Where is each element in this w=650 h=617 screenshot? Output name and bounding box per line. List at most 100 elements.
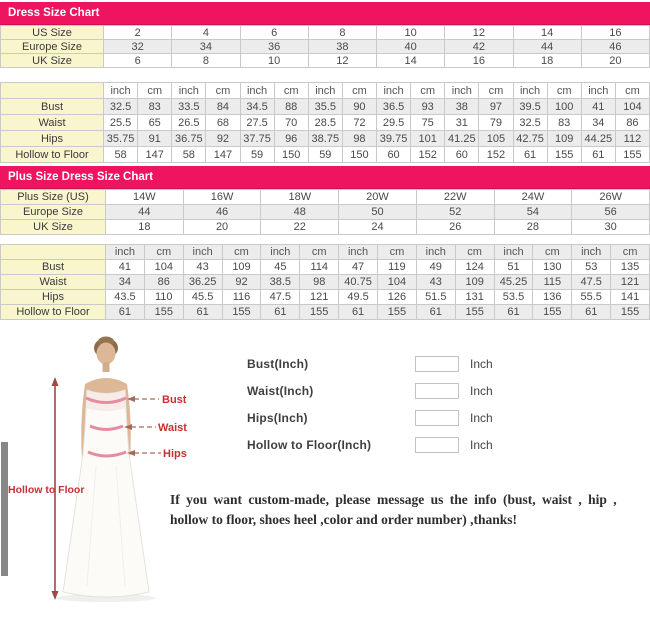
measure-cell: 32.5 — [513, 115, 548, 131]
measure-cell: 92 — [222, 275, 262, 290]
arrow-down-icon — [51, 591, 59, 600]
measure-cell: 27.5 — [240, 115, 275, 131]
measure-cell: 58 — [104, 147, 139, 163]
measure-cell: 155 — [455, 305, 495, 320]
measure-cell: 75 — [411, 115, 446, 131]
measure-cell: 58 — [172, 147, 207, 163]
measure-cell: 39.75 — [377, 131, 412, 147]
row-label: Hollow to Floor — [1, 147, 104, 163]
size-cell: 56 — [572, 205, 650, 220]
measure-cell: 91 — [138, 131, 173, 147]
bust-leader-arrow — [127, 396, 135, 402]
size-cell: 16 — [445, 54, 514, 68]
measure-cell: 105 — [479, 131, 514, 147]
size-cell: 14W — [106, 190, 184, 205]
form-label-hollow-to-floor-inch: Hollow to Floor(Inch) — [247, 438, 372, 452]
size-cell: 10 — [240, 54, 309, 68]
unit-header-cell: cm — [547, 83, 582, 99]
unit-header-cell: inch — [416, 245, 456, 260]
hollow-to-floor-inch-input[interactable] — [415, 437, 459, 453]
measure-cell: 70 — [274, 115, 309, 131]
unit-header-cell: cm — [533, 245, 573, 260]
size-cell: 28 — [494, 220, 573, 235]
measure-cell: 101 — [411, 131, 446, 147]
chart2-title: Plus Size Dress Size Chart — [8, 171, 154, 183]
measure-cell: 60 — [445, 147, 480, 163]
face — [96, 342, 116, 365]
form-label-bust-inch: Bust(Inch) — [247, 357, 309, 371]
measure-cell: 150 — [342, 147, 377, 163]
bust-measure-label: Bust — [162, 394, 187, 406]
measure-cell: 121 — [300, 290, 340, 305]
measure-cell: 38 — [445, 99, 480, 115]
measure-cell: 45.5 — [183, 290, 223, 305]
form-label-waist-inch: Waist(Inch) — [247, 384, 314, 398]
measure-cell: 53 — [572, 260, 612, 275]
size-cell: 8 — [308, 26, 377, 40]
size-cell: 24 — [339, 220, 417, 235]
measure-cell: 47.5 — [572, 275, 612, 290]
size-cell: 40 — [377, 40, 446, 54]
measure-cell: 131 — [455, 290, 495, 305]
unit-header-cell: cm — [222, 245, 262, 260]
measure-cell: 33.5 — [172, 99, 207, 115]
measure-cell: 104 — [615, 99, 650, 115]
unit-header-cell: cm — [138, 83, 173, 99]
hollow-to-floor-label: Hollow to Floor — [8, 484, 84, 496]
unit-header-cell: cm — [615, 83, 650, 99]
plus-size-measurements-table: inch cm inch cm inch cm inch cm inch cm inch cm inch… — [0, 244, 650, 320]
measure-cell: 25.5 — [104, 115, 139, 131]
skirt-folds — [86, 465, 126, 587]
bust-ribbon — [85, 396, 127, 404]
unit-header-cell: inch — [445, 83, 480, 99]
measure-cell: 155 — [300, 305, 340, 320]
measure-cell: 51 — [494, 260, 534, 275]
size-cell: 8 — [172, 54, 241, 68]
size-cell: 4 — [172, 26, 241, 40]
measure-cell: 119 — [378, 260, 417, 275]
size-cell: 20 — [183, 220, 262, 235]
chart1-title: Dress Size Chart — [8, 7, 100, 19]
dress-size-measurements-table: inch cm inch cm inch cm inch cm inch cm inch cm inch… — [0, 82, 650, 163]
form-row-bust-inch: Bust(Inch) Inch — [247, 356, 493, 372]
row-label: UK Size — [1, 220, 106, 235]
measure-cell: 51.5 — [416, 290, 456, 305]
hips-leader-arrow — [127, 450, 135, 456]
measure-cell: 41.25 — [445, 131, 480, 147]
measure-cell: 32.5 — [104, 99, 139, 115]
floor-shadow — [56, 594, 156, 602]
measure-cell: 121 — [611, 275, 650, 290]
measure-cell: 61 — [339, 305, 378, 320]
measure-cell: 34 — [106, 275, 145, 290]
row-label: Waist — [1, 275, 106, 290]
plus-size-chart-title-bar: Plus Size Dress Size Chart — [0, 166, 650, 189]
measure-cell: 40.75 — [339, 275, 378, 290]
measure-cell: 61 — [572, 305, 612, 320]
measure-cell: 98 — [300, 275, 340, 290]
waist-measure-label: Waist — [158, 422, 187, 434]
size-cell: 42 — [445, 40, 514, 54]
measure-cell: 43.5 — [106, 290, 145, 305]
measure-cell: 155 — [615, 147, 650, 163]
row-label: Bust — [1, 99, 104, 115]
measure-cell: 115 — [533, 275, 573, 290]
measure-cell: 116 — [222, 290, 262, 305]
unit-header-cell: inch — [104, 83, 139, 99]
measure-cell: 104 — [378, 275, 417, 290]
waist-inch-input[interactable] — [415, 383, 459, 399]
row-label: Europe Size — [1, 40, 104, 54]
model-illustration: Bust Waist Hips Hollow to Floor — [8, 336, 187, 602]
unit-header-cell: cm — [411, 83, 446, 99]
form-row-waist-inch: Waist(Inch) Inch — [247, 383, 493, 399]
size-cell: 26W — [572, 190, 650, 205]
measure-cell: 38.75 — [308, 131, 343, 147]
measure-cell: 55.5 — [572, 290, 612, 305]
unit-header-cell: cm — [455, 245, 495, 260]
hips-inch-input[interactable] — [415, 410, 459, 426]
measure-cell: 155 — [222, 305, 262, 320]
size-cell: 18W — [261, 190, 340, 205]
bust-inch-input[interactable] — [415, 356, 459, 372]
measure-cell: 110 — [144, 290, 184, 305]
unit-header-cell: cm — [342, 83, 377, 99]
measure-cell: 29.5 — [377, 115, 412, 131]
